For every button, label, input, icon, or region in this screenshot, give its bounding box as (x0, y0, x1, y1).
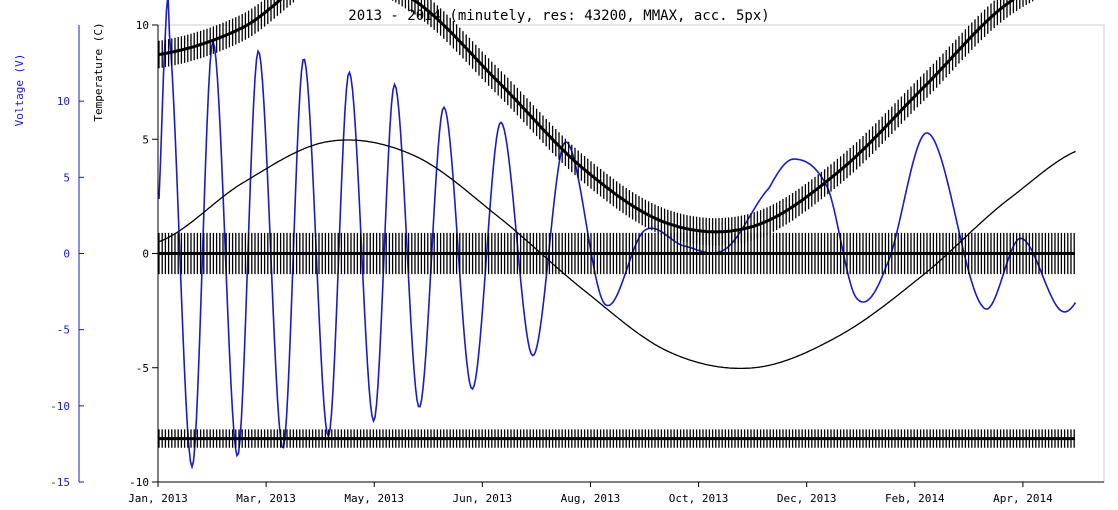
x-tick-label: Dec, 2013 (777, 492, 837, 505)
temperature-tick-label: -10 (129, 476, 149, 489)
x-tick-label: Feb, 2014 (885, 492, 945, 505)
temperature-tick-label: 5 (142, 133, 149, 146)
temperature-tick-label: 10 (136, 19, 149, 32)
series-line (158, 0, 1016, 234)
voltage-tick-label: 5 (63, 171, 70, 184)
x-tick-label: Aug, 2013 (561, 492, 621, 505)
x-tick-label: Jun, 2013 (453, 492, 513, 505)
x-tick-label: Jan, 2013 (128, 492, 188, 505)
voltage-tick-label: -5 (57, 324, 70, 337)
voltage-tick-label: 0 (63, 248, 70, 261)
series-line (158, 139, 1076, 370)
chart-title: 2013 - 2014 (minutely, res: 43200, MMAX,… (348, 8, 769, 24)
voltage-tick-label: -15 (50, 476, 70, 489)
voltage-tick-label: -10 (50, 400, 70, 413)
x-tick-label: May, 2013 (344, 492, 404, 505)
series-line (158, 0, 1077, 470)
voltage-axis-label: Voltage (V) (13, 54, 26, 127)
x-tick-label: Apr, 2014 (993, 492, 1053, 505)
series-band (158, 0, 1034, 246)
temperature-tick-label: 0 (142, 248, 149, 261)
temperature-axis-label: Temperature (C) (92, 22, 105, 121)
x-tick-label: Oct, 2013 (669, 492, 729, 505)
x-tick-label: Mar, 2013 (236, 492, 296, 505)
temperature-tick-label: -5 (136, 362, 149, 375)
voltage-tick-label: 10 (57, 95, 70, 108)
